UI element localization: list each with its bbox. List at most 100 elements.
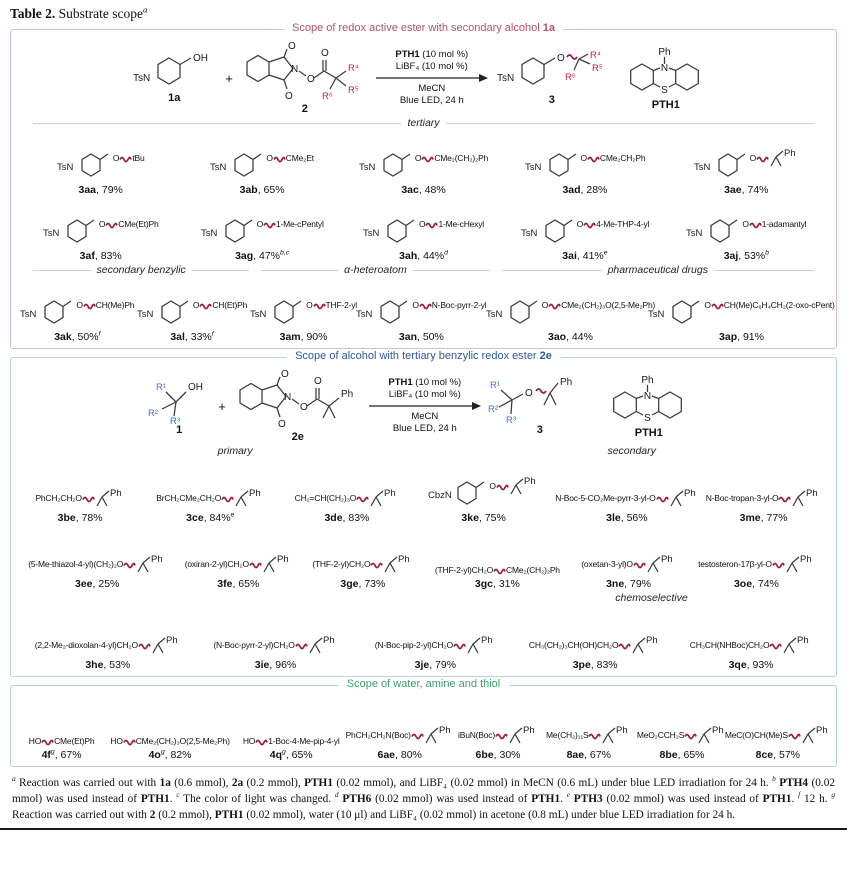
compound-structure: TsN O 1-adamantyl bbox=[686, 217, 807, 247]
structure-text: PhCH₂CH₂O bbox=[35, 493, 82, 503]
panel-sections: primary secondary PhCH₂CH₂O Ph 3be, 78% BrCH₂… bbox=[19, 445, 828, 671]
structure-text: CH(Et)Ph bbox=[212, 300, 248, 310]
molecule-label: 1a bbox=[168, 92, 181, 104]
new-bond-wavy-icon bbox=[294, 643, 308, 649]
svg-text:O: O bbox=[307, 74, 315, 85]
gem-dimethyl-group: Ph bbox=[509, 725, 535, 744]
compound-structure: iBuN(Boc) Ph bbox=[458, 724, 538, 746]
condition-line: Blue LED, 24 h bbox=[392, 423, 457, 435]
compound-3ae: TsN O Ph 3ae, 74% bbox=[667, 148, 826, 196]
gem-dimethyl-group: Ph bbox=[783, 635, 809, 654]
structure-text: CMe₂Et bbox=[285, 153, 314, 163]
svg-text:R²: R² bbox=[148, 408, 158, 419]
new-bond-wavy-icon bbox=[748, 222, 762, 228]
gem-dimethyl-group: Ph bbox=[370, 488, 396, 507]
svg-text:TsN: TsN bbox=[686, 228, 703, 239]
compound-8be: MeO₂CCH₂S Ph 8be, 65% bbox=[636, 724, 727, 761]
catalyst-pth1: N S Ph PTH1 bbox=[616, 45, 716, 111]
svg-text:R¹: R¹ bbox=[156, 382, 166, 393]
conditions-above: PTH1 (10 mol %) LiBF₄ (10 mol %) bbox=[388, 377, 461, 401]
compound-structure: (THF-2-yl)CH₂O Ph bbox=[312, 553, 413, 575]
compound-label: 3he, 53% bbox=[85, 659, 131, 671]
product-structure: TsN O R⁴ R⁵ R⁶ bbox=[497, 50, 603, 85]
svg-text:TsN: TsN bbox=[137, 309, 154, 320]
compound-4o: HO CMe₂(CH₂)₃O(2,5-Me₂Ph) 4og, 82% bbox=[104, 736, 236, 761]
compound-row: HO CMe(Et)Ph 4fg, 67% HO CMe₂(CH₂)₃O(2,5-Me₂… bbox=[21, 697, 828, 761]
structure-text: O bbox=[112, 153, 120, 163]
structure-text: iBuN(Boc) bbox=[458, 730, 495, 740]
svg-text:O: O bbox=[300, 402, 308, 413]
compound-structure: TsN O CMe₂Et bbox=[210, 151, 314, 181]
compound-label: 3gc, 31% bbox=[474, 578, 520, 590]
molecule-1a: TsN OH 1a bbox=[131, 52, 217, 104]
compound-4f: HO CMe(Et)Ph 4fg, 67% bbox=[21, 736, 102, 761]
svg-text:R³: R³ bbox=[506, 415, 516, 424]
compound-structure: HO CMe(Et)Ph bbox=[29, 736, 95, 746]
svg-text:N: N bbox=[661, 63, 668, 74]
gem-dimethyl-group: Ph bbox=[425, 725, 450, 744]
compound-label: 8be, 65% bbox=[659, 749, 705, 761]
compound-structure: BrCH₂CMe₂CH₂O Ph bbox=[156, 487, 264, 509]
pth1-structure: N S Ph bbox=[629, 47, 699, 96]
svg-text:N: N bbox=[291, 64, 298, 75]
structure-text: CMe₂CH₂Ph bbox=[599, 153, 646, 163]
gem-dimethyl-group: Ph bbox=[510, 476, 536, 495]
section-label-chemoselective: chemoselective bbox=[615, 592, 688, 604]
compound-row: (5-Me-thiazol-4-yl)(CH₂)₂O Ph 3ee, 25% (oxi… bbox=[21, 526, 826, 590]
gem-dimethyl-group: Ph bbox=[602, 725, 628, 744]
section-divider-row: chemoselective bbox=[27, 592, 820, 604]
new-bond-wavy-icon bbox=[41, 739, 54, 745]
ring-structure: TsN bbox=[525, 153, 576, 177]
compound-6ae: PhCH₂CH₂N(Boc) Ph 6ae, 80% bbox=[346, 724, 452, 761]
compound-structure: CbzN O Ph bbox=[428, 476, 538, 509]
molecule-label: 2 bbox=[301, 103, 308, 115]
structure-text: CMe₂(CH₂)₃O(2,5-Me₂Ph) bbox=[561, 300, 656, 310]
ring-structure: TsN bbox=[363, 219, 415, 243]
condition-line: LiBF₄ (10 mol %) bbox=[395, 60, 468, 72]
ring-structure: TsN bbox=[210, 153, 262, 177]
compound-3ap: TsN O CH(Me)C₆H₄CH₂(2-oxo-cPent) 3ap, 91% bbox=[648, 298, 834, 343]
gem-dimethyl-group: Ph bbox=[152, 635, 178, 654]
gem-dimethyl-group: Ph bbox=[786, 554, 811, 573]
svg-text:O: O bbox=[285, 91, 293, 102]
svg-text:Ph: Ph bbox=[151, 554, 163, 565]
reaction-arrow-icon bbox=[375, 74, 488, 82]
ring-structure: TsN bbox=[137, 300, 189, 324]
new-bond-wavy-icon bbox=[711, 303, 724, 309]
section-label-tertiary: tertiary bbox=[27, 117, 820, 129]
svg-text:Ph: Ph bbox=[616, 725, 628, 736]
new-bond-wavy-icon bbox=[588, 733, 602, 739]
compound-label: 3ge, 73% bbox=[340, 578, 386, 590]
compound-3ad: TsN O CMe₂CH₂Ph 3ad, 28% bbox=[505, 151, 664, 196]
structure-text: 1-Boc-4-Me-pip-4-yl bbox=[268, 736, 340, 746]
ring-structure: TsN bbox=[250, 300, 302, 324]
new-bond-wavy-icon bbox=[769, 643, 783, 649]
compound-label: 4og, 82% bbox=[148, 748, 192, 761]
ring-structure: TsN bbox=[486, 300, 538, 324]
ring-structure: TsN bbox=[359, 153, 411, 177]
condition-line: PTH1 (10 mol %) bbox=[388, 376, 462, 388]
svg-text:Ph: Ph bbox=[524, 476, 536, 487]
compound-structure: (5-Me-thiazol-4-yl)(CH₂)₂O Ph bbox=[28, 553, 166, 575]
ring-structure: TsN bbox=[43, 219, 95, 243]
gem-dimethyl-group: Ph bbox=[384, 554, 410, 573]
compound-label: 3al, 33%f bbox=[170, 330, 214, 343]
compound-3af: TsN O CMe(Et)Ph 3af, 83% bbox=[21, 217, 180, 262]
compound-structure: HO CMe₂(CH₂)₃O(2,5-Me₂Ph) bbox=[110, 736, 230, 746]
compound-structure: testosteron-17β-yl-O Ph bbox=[698, 553, 815, 575]
compound-3me: N-Boc-tropan-3-yl-O Ph 3me, 77% bbox=[701, 487, 826, 524]
compound-label: 3ap, 91% bbox=[719, 331, 764, 343]
structure-text: Me(CH₂)₁₁S bbox=[546, 730, 589, 740]
structure-text: CH₃CH(NHBoc)CH₂O bbox=[689, 640, 770, 650]
structure-text: O bbox=[266, 153, 273, 163]
new-bond-wavy-icon bbox=[771, 562, 785, 568]
gem-dimethyl-group: Ph bbox=[467, 635, 493, 654]
structure-text: (5-Me-thiazol-4-yl)(CH₂)₂O bbox=[28, 559, 124, 569]
compound-3ab: TsN O CMe₂Et 3ab, 65% bbox=[182, 151, 341, 196]
compound-8ce: MeC(O)CH(Me)S Ph 8ce, 57% bbox=[725, 724, 828, 761]
product-structure: R¹ R² R³ O Ph bbox=[488, 377, 572, 424]
compound-structure: TsN O CH(Me)C₆H₄CH₂(2-oxo-cPent) bbox=[648, 298, 835, 328]
compound-structure: TsN O 1-Me-cHexyl bbox=[363, 217, 484, 247]
svg-text:Ph: Ph bbox=[806, 488, 818, 499]
